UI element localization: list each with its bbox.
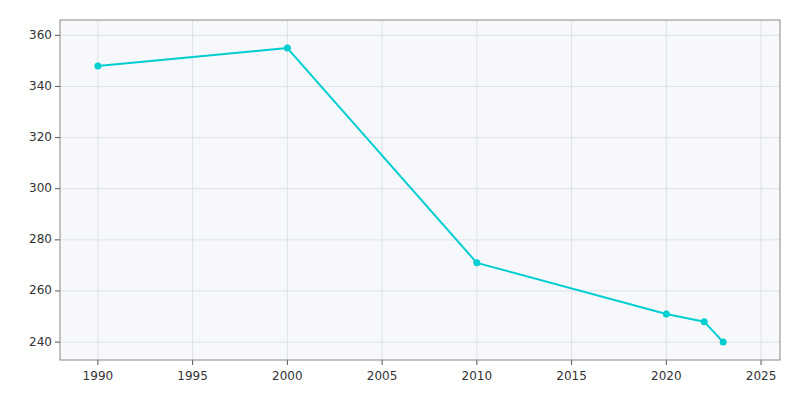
y-tick — [55, 239, 60, 240]
x-grid-line — [476, 20, 477, 360]
y-tick-label: 360 — [29, 28, 52, 42]
x-grid-line — [382, 20, 383, 360]
x-tick — [571, 360, 572, 365]
y-tick-label: 260 — [29, 283, 52, 297]
y-grid-line — [60, 290, 780, 291]
y-grid-line — [60, 137, 780, 138]
axes: 240 260 280 300 320 340 360 1990 1995 2000 2005 201… — [29, 20, 780, 383]
point — [720, 339, 727, 346]
x-tick — [287, 360, 288, 365]
chart-container: 240 260 280 300 320 340 360 1990 1995 2000 2005 201… — [0, 0, 800, 400]
x-tick-label: 2005 — [367, 369, 398, 383]
x-tick — [761, 360, 762, 365]
y-tick — [55, 188, 60, 189]
y-tick — [55, 137, 60, 138]
plot-frame — [60, 20, 780, 360]
y-grid-line — [60, 188, 780, 189]
x-grid-line — [287, 20, 288, 360]
y-grid-line — [60, 342, 780, 343]
x-grid-line — [571, 20, 572, 360]
y-tick — [55, 86, 60, 87]
x-grid-line — [97, 20, 98, 360]
chart-svg: 240 260 280 300 320 340 360 1990 1995 2000 2005 201… — [0, 0, 800, 400]
point — [701, 318, 708, 325]
point — [284, 45, 291, 52]
x-grid-line — [192, 20, 193, 360]
y-grid-line — [60, 239, 780, 240]
point — [94, 63, 101, 70]
x-tick — [666, 360, 667, 365]
y-tick-label: 240 — [29, 335, 52, 349]
x-tick — [382, 360, 383, 365]
x-tick-label: 1995 — [177, 369, 208, 383]
x-grid-line — [761, 20, 762, 360]
y-tick-label: 300 — [29, 181, 52, 195]
x-tick-label: 2000 — [272, 369, 303, 383]
grid — [60, 20, 780, 360]
x-tick — [476, 360, 477, 365]
x-tick — [97, 360, 98, 365]
series — [94, 45, 726, 346]
x-tick — [192, 360, 193, 365]
y-grid-line — [60, 35, 780, 36]
y-tick-label: 320 — [29, 130, 52, 144]
x-grid-line — [666, 20, 667, 360]
point — [473, 259, 480, 266]
x-tick-label: 2015 — [556, 369, 587, 383]
y-tick — [55, 342, 60, 343]
y-tick — [55, 35, 60, 36]
y-tick-label: 340 — [29, 79, 52, 93]
plot-background — [60, 20, 780, 360]
y-tick — [55, 290, 60, 291]
line — [98, 48, 723, 342]
x-tick-label: 2025 — [746, 369, 777, 383]
x-tick-label: 2010 — [462, 369, 493, 383]
y-grid-line — [60, 86, 780, 87]
x-tick-label: 2020 — [651, 369, 682, 383]
x-tick-label: 1990 — [83, 369, 114, 383]
y-tick-label: 280 — [29, 232, 52, 246]
point — [663, 310, 670, 317]
